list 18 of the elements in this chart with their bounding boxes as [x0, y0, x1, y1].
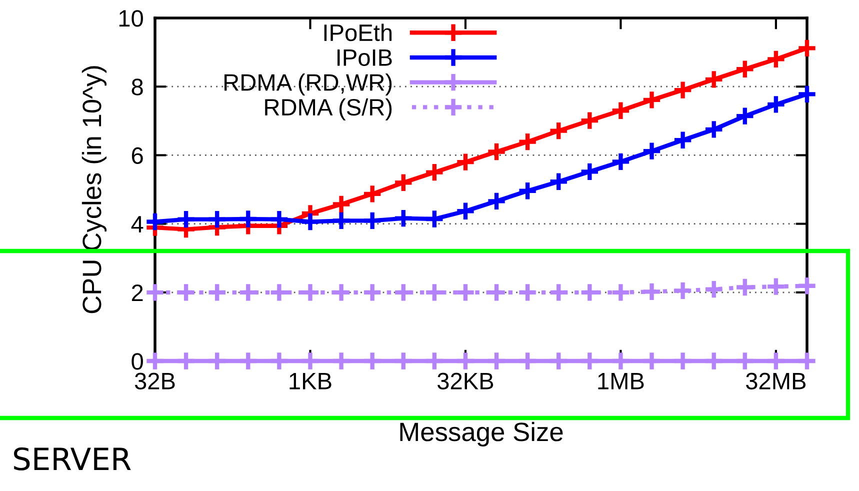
y-tick-label: 10 [119, 10, 143, 27]
x-tick-label: 32MB [746, 372, 806, 390]
y-tick-label: 0 [132, 353, 143, 370]
y-tick-label: 8 [132, 78, 143, 96]
text: SERVER [14, 447, 131, 470]
legend-label: RDMA (S/R) [265, 98, 392, 120]
x-axis-title: Message Size [400, 422, 563, 446]
y-tick-label: 4 [131, 216, 144, 232]
legend-label: IPoIB [338, 50, 392, 66]
legend-label: RDMA (RD,WR) [224, 73, 392, 96]
y-axis-title: CPU Cycles (in 10^y) [82, 66, 107, 314]
x-tick-label: 1MB [598, 372, 644, 390]
y-tick-label: 6 [132, 147, 143, 164]
y-tick-label: 2 [132, 284, 143, 301]
legend-label: IPoEth [324, 24, 392, 42]
x-tick-label: 32KB [437, 372, 494, 390]
x-tick-label: 32B [134, 372, 175, 390]
x-tick-label: 1KB [290, 372, 332, 390]
